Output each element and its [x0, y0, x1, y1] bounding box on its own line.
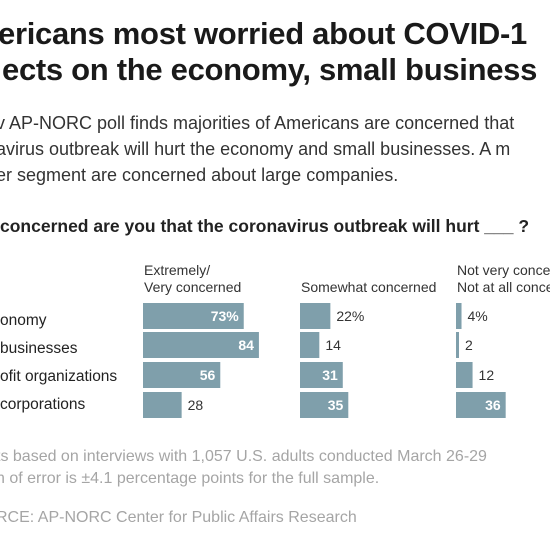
chart-subtitle: v AP-NORC poll finds majorities of Ameri… [0, 110, 550, 188]
title-line-2: ects on the economy, small business [2, 52, 538, 87]
column-header-very-concerned-line-1: Extremely/ [144, 262, 211, 278]
bar-somewhat-concerned-2 [300, 362, 343, 388]
bar-very-concerned-2 [143, 362, 221, 388]
column-header-somewhat-concerned-line-1: Somewhat concerned [301, 279, 437, 295]
data-label-somewhat-concerned-1: 14 [325, 337, 341, 353]
data-label-somewhat-concerned-2: 31 [322, 367, 338, 383]
column-header-very-concerned: Extremely/ Very concerned [144, 262, 241, 296]
row-label-economy: onomy [0, 312, 47, 329]
subtitle-line-1: v AP-NORC poll finds majorities of Ameri… [0, 113, 515, 133]
row-label-small-businesses: businesses [0, 340, 78, 357]
footnote: ts based on interviews with 1,057 U.S. a… [0, 446, 550, 490]
data-label-very-concerned-2: 56 [200, 367, 216, 383]
data-label-very-concerned-3: 28 [188, 397, 204, 413]
row-label-nonprofit-organizations: ofit organizations [0, 368, 118, 385]
footnote-line-1: ts based on interviews with 1,057 U.S. a… [0, 448, 487, 465]
column-header-not-concerned-line-2: Not at all concer [457, 279, 550, 295]
bar-very-concerned-0 [143, 303, 244, 329]
bar-not-concerned-2 [456, 362, 473, 388]
data-label-very-concerned-0: 73% [211, 308, 240, 324]
title-line-1: ericans most worried about COVID-1 [0, 16, 527, 51]
data-label-not-concerned-3: 36 [485, 397, 501, 413]
bar-not-concerned-3 [456, 392, 506, 418]
footnote-line-2: n of error is ±4.1 percentage points for… [0, 470, 380, 487]
column-header-not-concerned: Not very concer Not at all concer [457, 262, 550, 296]
column-header-very-concerned-line-2: Very concerned [144, 279, 242, 295]
source-note: RCE: AP-NORC Center for Public Affairs R… [0, 509, 357, 526]
data-label-very-concerned-1: 84 [238, 337, 254, 353]
bar-very-concerned-3 [143, 392, 182, 418]
bar-not-concerned-0 [456, 303, 462, 329]
column-header-somewhat-concerned: Somewhat concerned [301, 279, 436, 296]
bar-somewhat-concerned-1 [300, 332, 320, 358]
row-label-large-corporations: corporations [0, 396, 86, 413]
data-label-somewhat-concerned-3: 35 [328, 397, 344, 413]
data-label-somewhat-concerned-0: 22% [336, 308, 364, 324]
subtitle-line-3: er segment are concerned about large com… [0, 165, 399, 185]
survey-question: concerned are you that the coronavirus o… [0, 216, 530, 236]
bar-somewhat-concerned-0 [300, 303, 331, 329]
bar-very-concerned-1 [143, 332, 259, 358]
data-label-not-concerned-2: 12 [479, 367, 495, 383]
data-label-not-concerned-1: 2 [465, 337, 473, 353]
data-label-not-concerned-0: 4% [468, 308, 488, 324]
bar-somewhat-concerned-3 [300, 392, 349, 418]
subtitle-line-2: avirus outbreak will hurt the economy an… [0, 139, 511, 159]
bar-not-concerned-1 [456, 332, 459, 358]
chart-title: ericans most worried about COVID-1 ects … [0, 16, 550, 88]
column-header-not-concerned-line-1: Not very concer [457, 262, 550, 278]
